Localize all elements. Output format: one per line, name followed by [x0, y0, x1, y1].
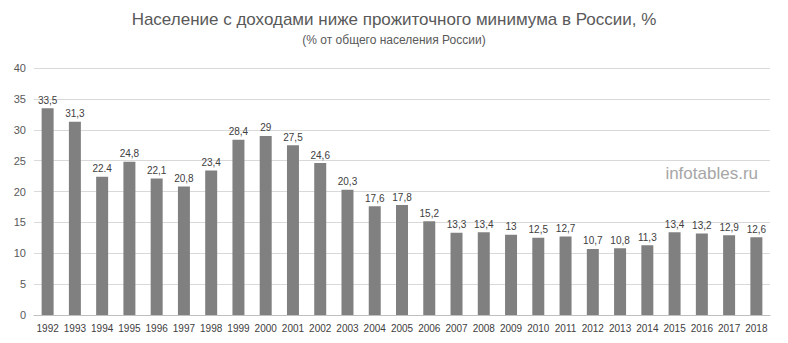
svg-text:35: 35 [14, 93, 26, 105]
svg-text:5: 5 [20, 278, 26, 290]
svg-text:40: 40 [14, 62, 26, 74]
svg-text:2018: 2018 [745, 323, 768, 334]
svg-text:11,3: 11,3 [638, 232, 657, 243]
svg-text:2016: 2016 [691, 323, 714, 334]
svg-text:13,3: 13,3 [447, 219, 467, 230]
svg-text:10: 10 [14, 247, 26, 259]
svg-text:15,2: 15,2 [420, 208, 440, 219]
svg-text:2006: 2006 [418, 323, 441, 334]
svg-text:1998: 1998 [200, 323, 223, 334]
svg-text:2010: 2010 [527, 323, 550, 334]
svg-text:2005: 2005 [391, 323, 414, 334]
svg-text:2015: 2015 [663, 323, 686, 334]
svg-text:12,9: 12,9 [719, 222, 739, 233]
svg-text:29: 29 [260, 122, 272, 133]
svg-text:20: 20 [14, 186, 26, 198]
svg-text:13,4: 13,4 [474, 219, 494, 230]
svg-text:25: 25 [14, 155, 26, 167]
svg-text:13,4: 13,4 [665, 219, 685, 230]
svg-text:23,4: 23,4 [201, 157, 221, 168]
svg-text:2013: 2013 [609, 323, 632, 334]
svg-text:2008: 2008 [473, 323, 496, 334]
svg-text:1994: 1994 [91, 323, 114, 334]
svg-text:1992: 1992 [37, 323, 60, 334]
svg-text:2004: 2004 [364, 323, 387, 334]
svg-text:12,5: 12,5 [529, 224, 549, 235]
svg-text:12,7: 12,7 [556, 223, 576, 234]
svg-text:2002: 2002 [309, 323, 332, 334]
svg-text:2001: 2001 [282, 323, 305, 334]
svg-text:30: 30 [14, 124, 26, 136]
svg-text:2011: 2011 [555, 323, 577, 334]
svg-text:15: 15 [14, 216, 26, 228]
svg-text:24,8: 24,8 [120, 148, 140, 159]
svg-text:1997: 1997 [173, 323, 196, 334]
svg-text:10,7: 10,7 [583, 235, 603, 246]
svg-text:(% от общего населения России): (% от общего населения России) [302, 33, 485, 47]
svg-text:17,8: 17,8 [392, 192, 412, 203]
svg-text:13: 13 [505, 221, 517, 232]
svg-text:31,3: 31,3 [65, 108, 85, 119]
svg-text:2017: 2017 [718, 323, 741, 334]
svg-text:33,5: 33,5 [38, 95, 58, 106]
svg-text:1996: 1996 [146, 323, 169, 334]
svg-text:Население с доходами ниже прож: Население с доходами ниже прожиточного м… [132, 10, 657, 29]
svg-text:10,8: 10,8 [610, 235, 630, 246]
svg-text:20,3: 20,3 [338, 176, 358, 187]
svg-text:13,2: 13,2 [692, 220, 712, 231]
svg-text:27,5: 27,5 [283, 132, 303, 143]
svg-text:17,6: 17,6 [365, 193, 385, 204]
svg-text:20,8: 20,8 [174, 173, 194, 184]
svg-text:12,6: 12,6 [747, 224, 767, 235]
svg-text:infotables.ru: infotables.ru [665, 164, 758, 183]
svg-text:0: 0 [20, 309, 26, 321]
svg-text:22.4: 22.4 [92, 163, 112, 174]
svg-text:2009: 2009 [500, 323, 523, 334]
svg-text:2000: 2000 [255, 323, 278, 334]
svg-text:2014: 2014 [636, 323, 659, 334]
svg-text:24,6: 24,6 [310, 150, 330, 161]
svg-text:1993: 1993 [64, 323, 87, 334]
svg-text:22,1: 22,1 [147, 165, 167, 176]
svg-text:1995: 1995 [118, 323, 141, 334]
svg-text:2012: 2012 [582, 323, 605, 334]
svg-text:2007: 2007 [445, 323, 468, 334]
svg-text:1999: 1999 [227, 323, 250, 334]
svg-text:28,4: 28,4 [229, 126, 249, 137]
svg-text:2003: 2003 [336, 323, 359, 334]
